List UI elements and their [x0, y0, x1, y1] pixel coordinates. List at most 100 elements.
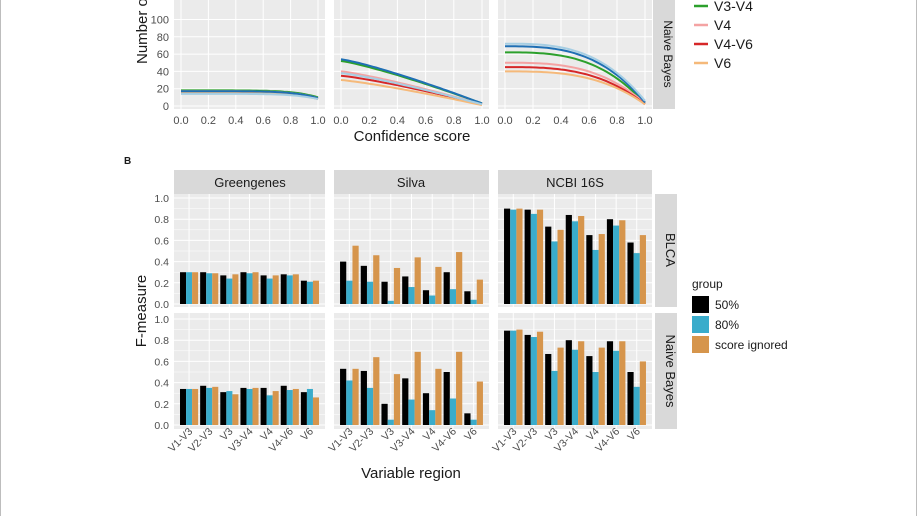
bar-50--v3-v4	[240, 272, 247, 304]
bar-80--v3-v4	[571, 349, 579, 425]
bar-80--v3	[226, 278, 233, 304]
strip-bg-naive-bayes	[655, 313, 677, 429]
bar-80--v4	[592, 249, 599, 304]
bar-80--v2-v3	[206, 273, 213, 304]
bar-50--v4	[422, 393, 430, 425]
strip-bg-greengenes	[174, 170, 325, 194]
bar-50--v6	[464, 413, 471, 425]
bar-80--v4	[429, 410, 436, 425]
bar-80--v6	[633, 253, 640, 304]
bar-80--v4-v6	[449, 398, 457, 425]
y-tick-label: 0.2	[154, 278, 169, 290]
bar-80--v6	[306, 281, 313, 304]
panel-a-y-tick: 80	[157, 32, 169, 44]
bar-80--v1-v3	[346, 280, 353, 304]
panel-a-y-tick-labels: 0 20 40 60 80 100	[151, 15, 169, 114]
y-tick-label: 0.0	[154, 420, 169, 432]
legend-label: 50%	[715, 298, 739, 312]
bar-score-ignored-v6	[639, 361, 646, 425]
bar-50--v6	[300, 392, 307, 425]
panel-a-x-tick: 0.6	[256, 115, 271, 127]
panel-a-x-tick: 0.8	[283, 115, 298, 127]
y-tick-label: 0.6	[154, 235, 169, 247]
bar-80--v6	[306, 388, 313, 425]
bar-80--v3-v4	[408, 399, 415, 425]
panel-a-curve	[505, 61, 646, 105]
bar-50--v4	[586, 356, 593, 425]
bar-score-ignored-v4	[598, 347, 605, 425]
y-tick-label: 0.8	[154, 214, 169, 226]
bar-80--v3	[551, 241, 558, 304]
bar-50--v1-v3	[180, 272, 187, 304]
y-tick-label: 0.0	[154, 299, 169, 311]
bar-50--v3	[220, 392, 227, 425]
panel-a-x-tick: 0.0	[497, 115, 512, 127]
x-axis-label: Variable region	[361, 465, 461, 482]
strip-greengenes: Greengenes	[214, 175, 286, 190]
y-tick-label: 0.4	[154, 257, 169, 269]
bar-50--v3	[381, 281, 388, 304]
panel-b-facets	[174, 194, 652, 429]
bar-80--v6	[470, 299, 477, 304]
legend-title: group	[692, 277, 723, 291]
bar-score-ignored-v1-v3	[352, 368, 359, 425]
bar-80--v6	[470, 419, 477, 425]
bar-score-ignored-v3-v4	[578, 216, 585, 304]
facet-ncbi-16s-naive-bayes	[498, 313, 652, 429]
bar-50--v3-v4	[565, 214, 572, 304]
bar-score-ignored-v6	[639, 235, 646, 304]
panel-a-x-tick: 0.2	[362, 115, 377, 127]
panel-a-x-tick: 0.8	[609, 115, 624, 127]
panel-a: Naive Bayes 0 20 40 60 80 100 0.0 0.2 0.4 0.6 0.8…	[134, 0, 753, 145]
bar-score-ignored-v3-v4	[414, 351, 421, 425]
panel-a-curve	[505, 45, 646, 104]
bar-50--v2-v3	[200, 272, 207, 304]
panel-a-y-tick: 0	[163, 101, 169, 113]
bar-score-ignored-v4	[598, 234, 605, 304]
facet-greengenes-naive-bayes	[174, 313, 325, 429]
panel-a-legend-label: V4	[714, 17, 731, 33]
bar-80--v2-v3	[206, 387, 213, 425]
bar-score-ignored-v3	[557, 229, 564, 304]
bar-50--v4	[586, 235, 593, 304]
panel-a-x-tick: 0.0	[173, 115, 188, 127]
bar-score-ignored-v4-v6	[456, 351, 463, 425]
panel-a-x-tick: 0.4	[228, 115, 243, 127]
bar-50--v2-v3	[360, 265, 367, 304]
facet-silva-blca	[334, 194, 489, 307]
strip-naive-bayes: Naive Bayes	[663, 335, 678, 408]
bar-score-ignored-v4	[435, 266, 442, 304]
bar-80--v3	[387, 419, 394, 425]
bar-score-ignored-v4-v6	[292, 274, 299, 304]
bar-50--v3	[220, 275, 227, 304]
panel-a-y-tick: 60	[157, 49, 169, 61]
bar-80--v1-v3	[510, 209, 517, 304]
bar-score-ignored-v4	[272, 275, 279, 304]
bar-50--v2-v3	[200, 385, 207, 425]
bar-score-ignored-v6	[476, 381, 483, 425]
bar-score-ignored-v1-v3	[516, 329, 523, 425]
panel-a-curve	[505, 70, 646, 106]
bar-score-ignored-v1-v3	[192, 272, 199, 304]
bar-80--v3	[551, 370, 558, 425]
panel-a-x-tick: 0.4	[390, 115, 405, 127]
bar-50--v4-v6	[280, 274, 287, 304]
bar-score-ignored-v3	[393, 374, 401, 425]
panel-a-row-strip	[653, 0, 675, 109]
bar-score-ignored-v3	[232, 394, 239, 425]
bar-80--v1-v3	[510, 330, 517, 425]
bar-score-ignored-v3	[232, 274, 239, 304]
bar-50--v3-v4	[565, 340, 572, 425]
panel-a-lines	[181, 42, 646, 107]
y-axis-label: F-measure	[133, 275, 150, 348]
bar-50--v1-v3	[504, 208, 511, 304]
panel-a-row-strip-label: Naive Bayes	[661, 20, 675, 87]
bar-score-ignored-v3	[393, 267, 401, 304]
bar-score-ignored-v3-v4	[252, 272, 259, 304]
bar-80--v6	[633, 386, 640, 425]
panel-a-curve	[340, 79, 483, 107]
panel-a-x-tick: 0.2	[525, 115, 540, 127]
bar-50--v1-v3	[180, 388, 187, 425]
bar-score-ignored-v4-v6	[619, 341, 626, 425]
